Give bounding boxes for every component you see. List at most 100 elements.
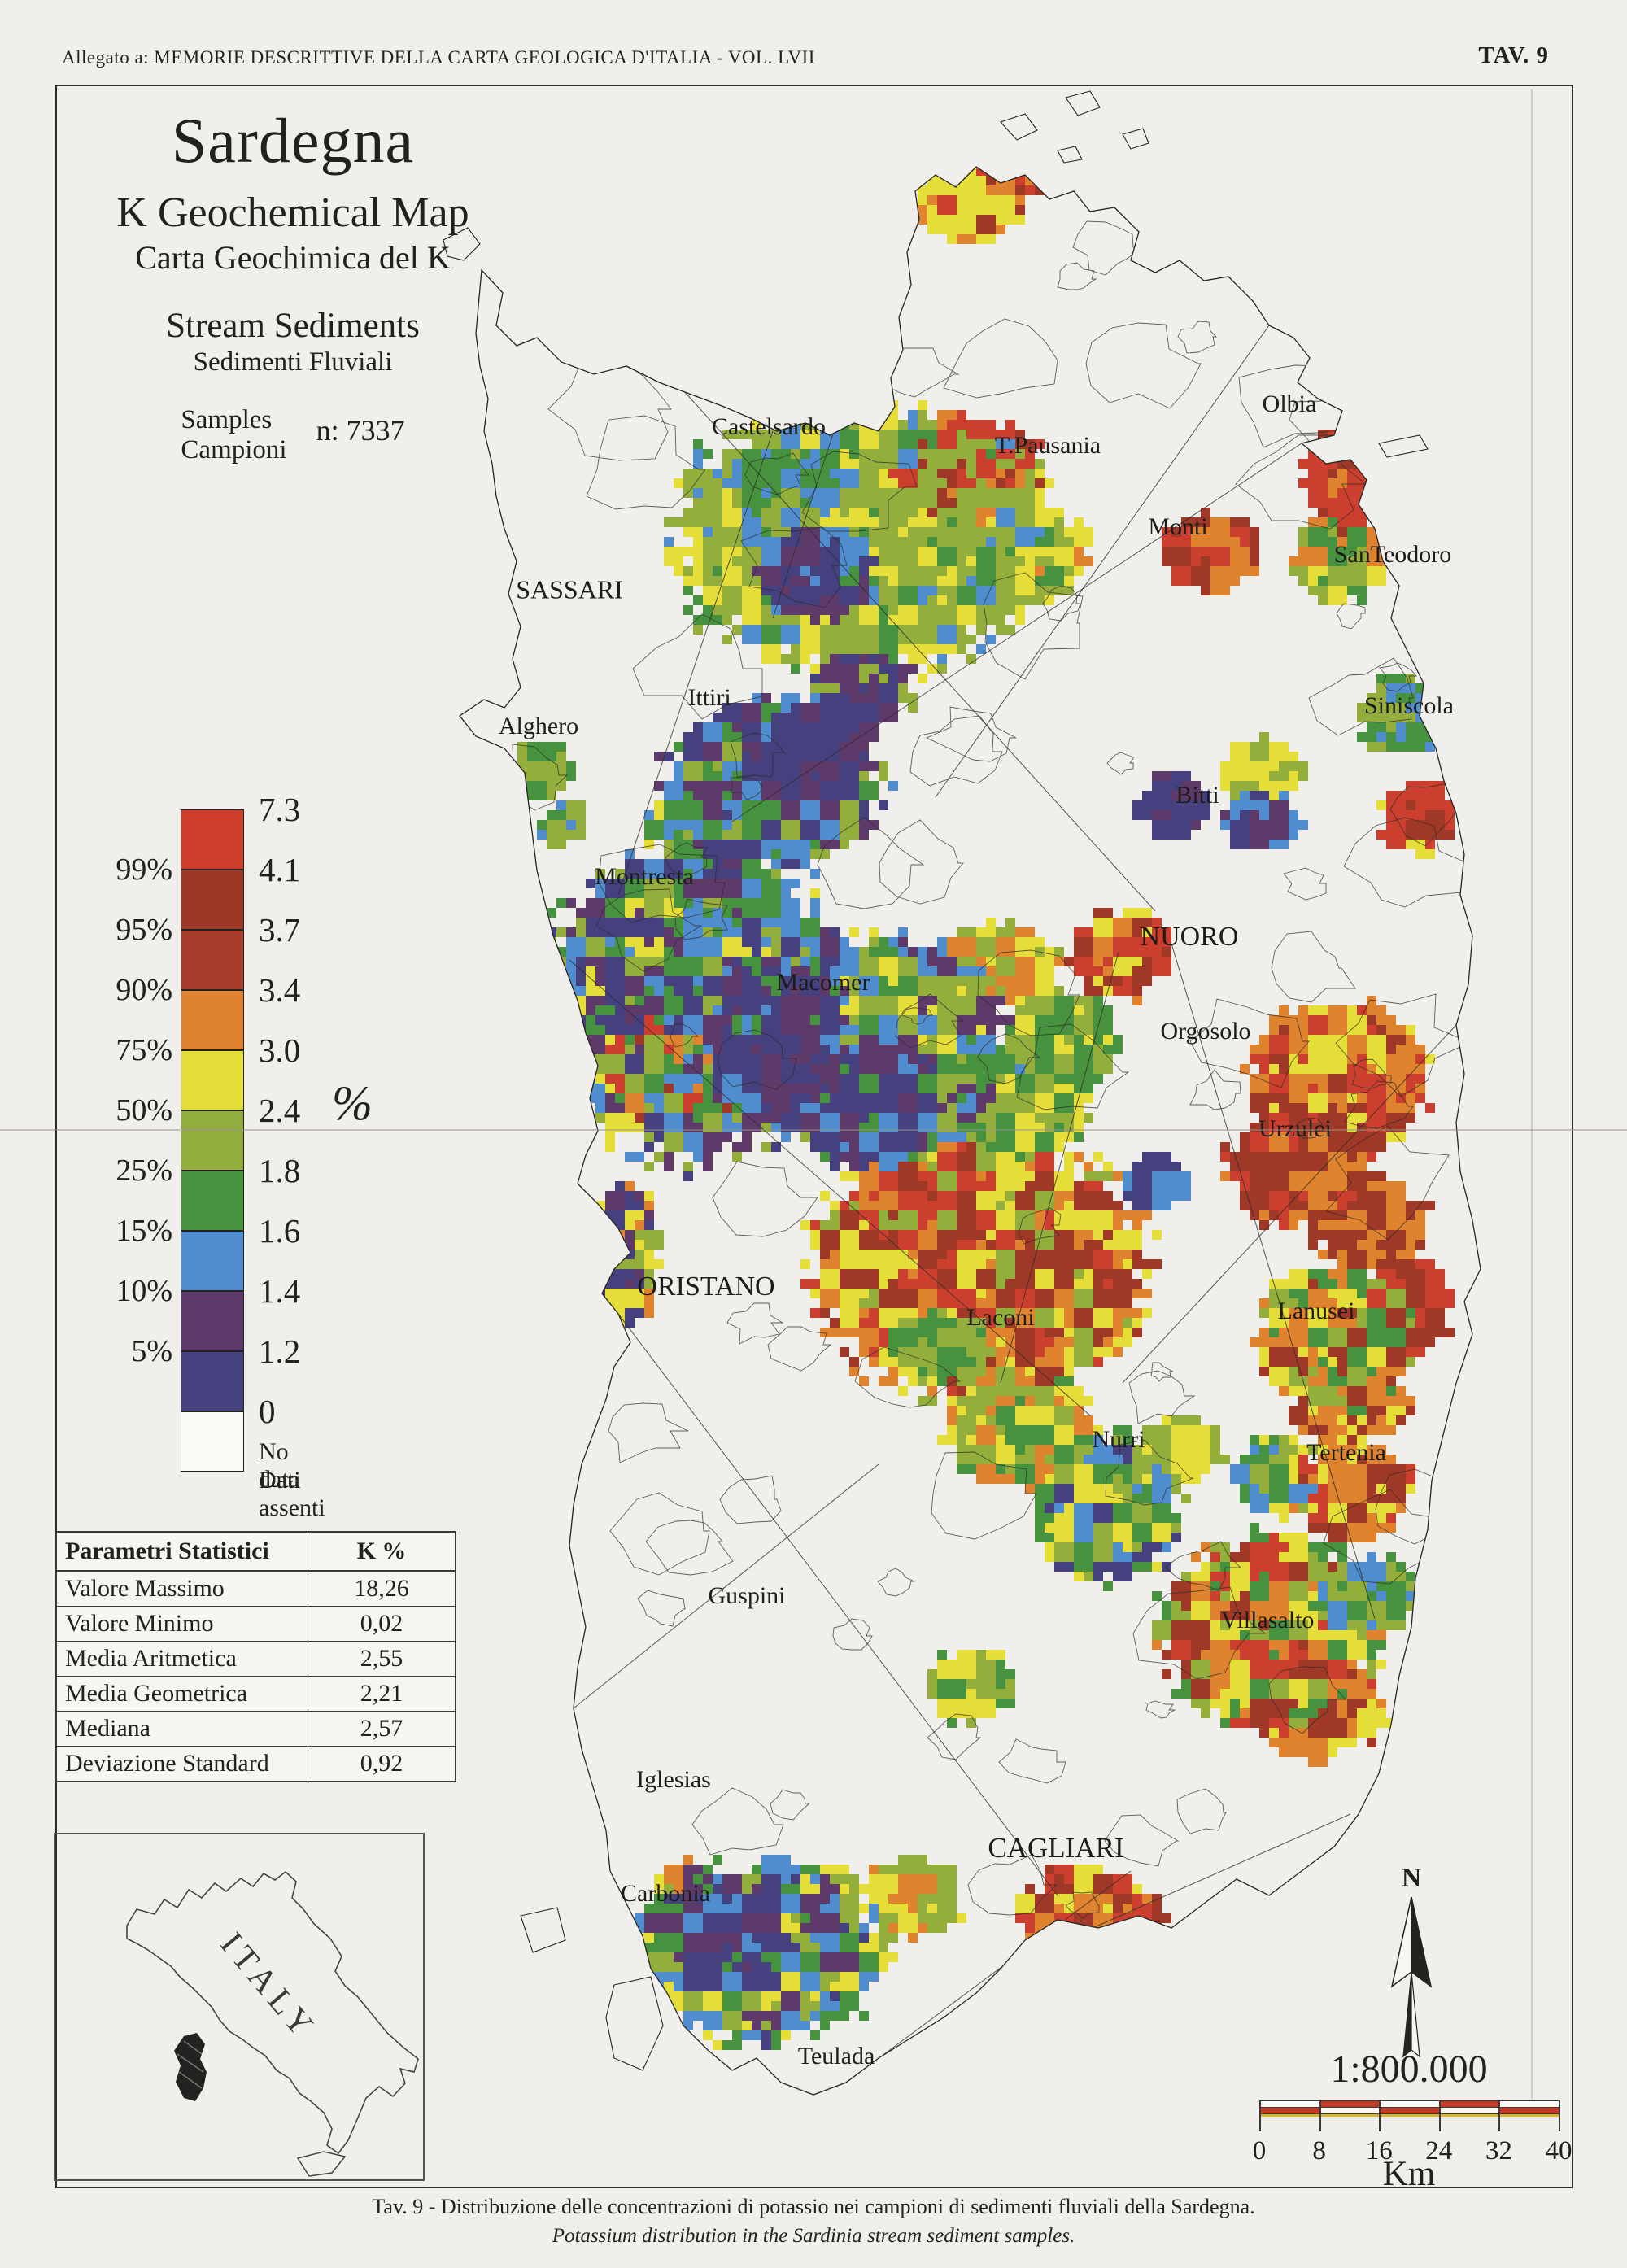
stats-param: Valore Minimo	[55, 1606, 308, 1642]
fault-line	[1000, 951, 1119, 1384]
stats-param: Media Aritmetica	[55, 1641, 308, 1677]
map-city-label: Alghero	[498, 713, 579, 739]
plate-number: TAV. 9	[1478, 42, 1549, 68]
samples-count: n: 7337	[316, 413, 405, 447]
fault-line	[935, 325, 1270, 798]
map-city-label: Teulada	[797, 2043, 875, 2070]
map-city-label: Urzulei	[1258, 1115, 1332, 1142]
map-city-label: Iglesias	[636, 1766, 711, 1793]
sicily-outline	[296, 2151, 347, 2177]
map-city-label: Orgosolo	[1160, 1018, 1251, 1045]
fault-line	[845, 1870, 1132, 2083]
fault-line	[617, 430, 774, 896]
italy-outline	[126, 1870, 419, 2155]
legend-percentile-label: 90%	[116, 973, 172, 1007]
legend-swatch	[181, 1110, 244, 1171]
map-city-label: T.Pausania	[994, 432, 1101, 459]
legend-value-label: 7.3	[259, 791, 301, 828]
geochem-pixels	[595, 167, 1425, 2095]
legend-value-label: 1.2	[259, 1332, 301, 1370]
scale-tick-label: 16	[1365, 2136, 1393, 2166]
legend-percentile-label: 75%	[116, 1033, 172, 1067]
scale-tick-label: 8	[1312, 2136, 1326, 2166]
scale-unit: Km	[1382, 2155, 1436, 2193]
samples-label-it: Campioni	[181, 434, 287, 465]
map-title-en: K Geochemical Map	[116, 190, 469, 236]
scale-bar-segment	[1498, 2107, 1559, 2114]
legend-percentile-label: 95%	[116, 913, 172, 947]
map-city-label: Olbia	[1262, 390, 1317, 417]
scale-tick	[1259, 2100, 1261, 2131]
stats-row: Deviazione Standard 0,92	[55, 1746, 456, 1782]
scale-bar-segment	[1319, 2107, 1381, 2114]
stats-col2-header: K %	[308, 1531, 456, 1572]
islet-outline	[1122, 128, 1149, 150]
header-volume-title: Allegato a: MEMORIE DESCRITTIVE DELLA CA…	[62, 47, 815, 68]
legend-nodata-en: No data	[259, 1438, 299, 1493]
fault-line	[1122, 1024, 1457, 1384]
map-city-label: SASSARI	[516, 574, 623, 604]
caption: Tav. 9 - Distribuzione delle concentrazi…	[0, 2195, 1627, 2248]
legend-value-label: 1.8	[259, 1152, 301, 1189]
scale-tick-label: 40	[1545, 2136, 1572, 2166]
samples-label-en: Samples	[181, 405, 273, 434]
fold-crease-horizontal	[0, 1129, 1627, 1131]
fault-line	[573, 1463, 879, 1709]
islet-outline	[1378, 434, 1429, 458]
medium-it: Sedimenti Fluviali	[193, 347, 393, 377]
legend-percentile-label: 99%	[116, 853, 172, 887]
fault-line	[617, 1313, 1058, 1896]
legend-value-label: 3.7	[259, 911, 301, 949]
stats-value: 2,57	[308, 1711, 456, 1747]
map-city-label: NUORO	[1140, 922, 1239, 952]
stats-row: Mediana 2,57	[55, 1711, 456, 1747]
map-city-label: SanTeodoro	[1333, 541, 1452, 568]
scale-bar-segment	[1259, 2107, 1320, 2114]
map-city-label: Siniscola	[1364, 692, 1454, 719]
stats-param: Valore Massimo	[55, 1570, 308, 1607]
scale-tick	[1438, 2100, 1441, 2131]
map-city-label: Carbonia	[621, 1880, 710, 1907]
legend-zero-label: 0	[259, 1393, 276, 1430]
stats-row: Valore Massimo 18,26	[55, 1570, 456, 1607]
map-city-label: Laconi	[966, 1304, 1035, 1331]
map-city-label: Nurri	[1092, 1426, 1145, 1453]
legend-value-label: 3.4	[259, 971, 301, 1009]
scale-tick	[1319, 2100, 1321, 2131]
sardinia-marker-hatch	[177, 2040, 205, 2089]
legend-swatch	[181, 990, 244, 1050]
scale-tick-label: 32	[1485, 2136, 1512, 2166]
map-city-label: Tertenia	[1306, 1439, 1386, 1466]
stats-param: Mediana	[55, 1711, 308, 1747]
map-city-label: Guspini	[708, 1582, 786, 1609]
map-city-label: Montresta	[595, 863, 694, 890]
scale-bar-segment	[1438, 2107, 1500, 2114]
legend-swatch	[181, 1291, 244, 1351]
stats-value: 0,02	[308, 1606, 456, 1642]
north-label: N	[1401, 1863, 1422, 1893]
islet-outline	[520, 1907, 566, 1953]
caption-line-1: Tav. 9 - Distribuzione delle concentrazi…	[372, 2195, 1255, 2218]
scale-bar: 0 8 16 24 32 40	[1253, 2100, 1572, 2198]
stats-row: Valore Minimo 0,02	[55, 1606, 456, 1642]
legend-swatch	[181, 1351, 244, 1411]
legend-nodata-it: Dati assenti	[259, 1467, 325, 1521]
map-city-label: Monti	[1148, 513, 1208, 540]
north-arrow: N	[1371, 1863, 1452, 2062]
medium-en: Stream Sediments	[166, 307, 420, 345]
coastline	[459, 166, 1481, 2096]
legend-swatch	[181, 870, 244, 930]
italy-inset: ITALY	[54, 1833, 425, 2181]
legend-value-label: 1.4	[259, 1272, 301, 1310]
legend-percentile-label: 5%	[131, 1334, 172, 1368]
map-city-label: Castelsardo	[712, 413, 826, 440]
geochem-pixels	[605, 167, 1455, 2095]
map-frame	[55, 85, 1573, 2188]
fold-crease-vertical	[1531, 89, 1533, 2099]
scale-bar-segment	[1379, 2107, 1440, 2114]
scale-tick-label: 0	[1252, 2136, 1267, 2166]
legend-swatch	[181, 1050, 244, 1110]
stats-value: 0,92	[308, 1746, 456, 1782]
fault-line	[1171, 943, 1376, 1620]
north-arrow-icon	[1390, 1896, 1433, 2058]
